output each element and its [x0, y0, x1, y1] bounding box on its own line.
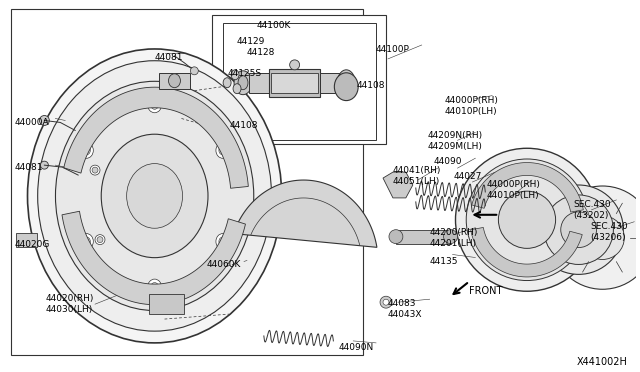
Ellipse shape	[231, 70, 239, 80]
Circle shape	[40, 161, 49, 169]
Ellipse shape	[216, 142, 230, 158]
Circle shape	[383, 299, 389, 305]
Circle shape	[534, 185, 623, 275]
Text: 44020(RH): 44020(RH)	[45, 294, 93, 303]
Text: FRONT: FRONT	[469, 286, 503, 296]
Ellipse shape	[223, 78, 231, 88]
Text: 44010P(LH): 44010P(LH)	[445, 106, 497, 116]
Text: 44041(RH): 44041(RH)	[393, 166, 442, 175]
Text: 44128: 44128	[247, 48, 275, 57]
Polygon shape	[62, 211, 246, 305]
Circle shape	[444, 230, 458, 244]
Circle shape	[90, 165, 100, 175]
Text: 44020G: 44020G	[15, 240, 50, 248]
Bar	[249, 73, 269, 93]
Circle shape	[466, 159, 588, 280]
Bar	[159, 73, 190, 89]
Ellipse shape	[219, 146, 227, 155]
Circle shape	[499, 191, 556, 248]
Circle shape	[190, 67, 198, 75]
Ellipse shape	[219, 237, 227, 246]
Circle shape	[40, 115, 49, 125]
Bar	[321, 73, 340, 93]
Text: 44201(LH): 44201(LH)	[429, 238, 477, 248]
Circle shape	[97, 237, 103, 243]
Circle shape	[389, 230, 403, 244]
Ellipse shape	[101, 134, 208, 258]
Ellipse shape	[150, 100, 159, 109]
Bar	[271, 73, 319, 93]
Text: 44000A: 44000A	[15, 118, 49, 128]
Bar	[15, 232, 37, 247]
Circle shape	[290, 60, 300, 70]
Text: 44081: 44081	[15, 163, 43, 172]
Ellipse shape	[83, 237, 90, 246]
Text: 44010P(LH): 44010P(LH)	[486, 191, 539, 200]
Text: 44209N(RH): 44209N(RH)	[428, 131, 483, 140]
Polygon shape	[470, 227, 582, 277]
Text: 44135: 44135	[429, 257, 458, 266]
Text: SEC.430: SEC.430	[573, 200, 611, 209]
Ellipse shape	[148, 279, 161, 295]
Polygon shape	[472, 163, 583, 212]
Bar	[11, 9, 363, 355]
Circle shape	[580, 216, 624, 260]
Text: 44209M(LH): 44209M(LH)	[428, 142, 483, 151]
Ellipse shape	[79, 234, 93, 250]
Text: 44100K: 44100K	[257, 21, 291, 30]
Text: 44051(LH): 44051(LH)	[393, 177, 440, 186]
Text: 44090N: 44090N	[339, 343, 374, 352]
Text: 44129: 44129	[237, 37, 266, 46]
Polygon shape	[234, 180, 377, 247]
Text: 44125S: 44125S	[227, 69, 261, 78]
Text: 44100P: 44100P	[376, 45, 410, 54]
Text: 44043X: 44043X	[388, 310, 422, 319]
Ellipse shape	[56, 81, 253, 311]
Text: 44200(RH): 44200(RH)	[429, 228, 478, 237]
Circle shape	[456, 148, 598, 291]
Ellipse shape	[28, 49, 282, 343]
Ellipse shape	[127, 164, 182, 228]
Ellipse shape	[148, 97, 161, 113]
Ellipse shape	[83, 146, 90, 155]
Text: (43206): (43206)	[591, 232, 626, 242]
Text: 44108: 44108	[356, 81, 385, 90]
Circle shape	[544, 195, 613, 264]
Text: 44030(LH): 44030(LH)	[45, 305, 93, 314]
Bar	[223, 23, 376, 140]
Ellipse shape	[38, 61, 271, 331]
Text: 44000P(RH): 44000P(RH)	[445, 96, 499, 105]
Text: 44090: 44090	[434, 157, 462, 166]
Polygon shape	[383, 172, 413, 198]
Circle shape	[95, 235, 105, 244]
Circle shape	[551, 186, 640, 289]
Text: 44083: 44083	[388, 299, 417, 308]
Text: 44108: 44108	[229, 121, 257, 131]
Ellipse shape	[168, 74, 180, 88]
Circle shape	[380, 296, 392, 308]
Ellipse shape	[216, 234, 230, 250]
Bar	[148, 294, 184, 314]
Text: X441002H: X441002H	[577, 357, 628, 367]
Text: 44060K: 44060K	[206, 260, 241, 269]
Text: (43202): (43202)	[573, 211, 609, 220]
Ellipse shape	[233, 84, 241, 94]
Text: SEC.430: SEC.430	[591, 222, 628, 231]
Bar	[269, 69, 321, 97]
Ellipse shape	[234, 71, 252, 94]
Bar	[212, 15, 386, 144]
Ellipse shape	[337, 70, 355, 96]
Circle shape	[561, 212, 596, 248]
Bar	[396, 230, 451, 244]
Ellipse shape	[79, 142, 93, 158]
Circle shape	[92, 167, 98, 173]
Ellipse shape	[150, 283, 159, 292]
Text: 44000P(RH): 44000P(RH)	[486, 180, 540, 189]
Text: 44081: 44081	[155, 53, 183, 62]
Polygon shape	[64, 87, 248, 188]
Text: 44027: 44027	[454, 172, 482, 181]
Ellipse shape	[334, 73, 358, 100]
Ellipse shape	[238, 76, 248, 90]
